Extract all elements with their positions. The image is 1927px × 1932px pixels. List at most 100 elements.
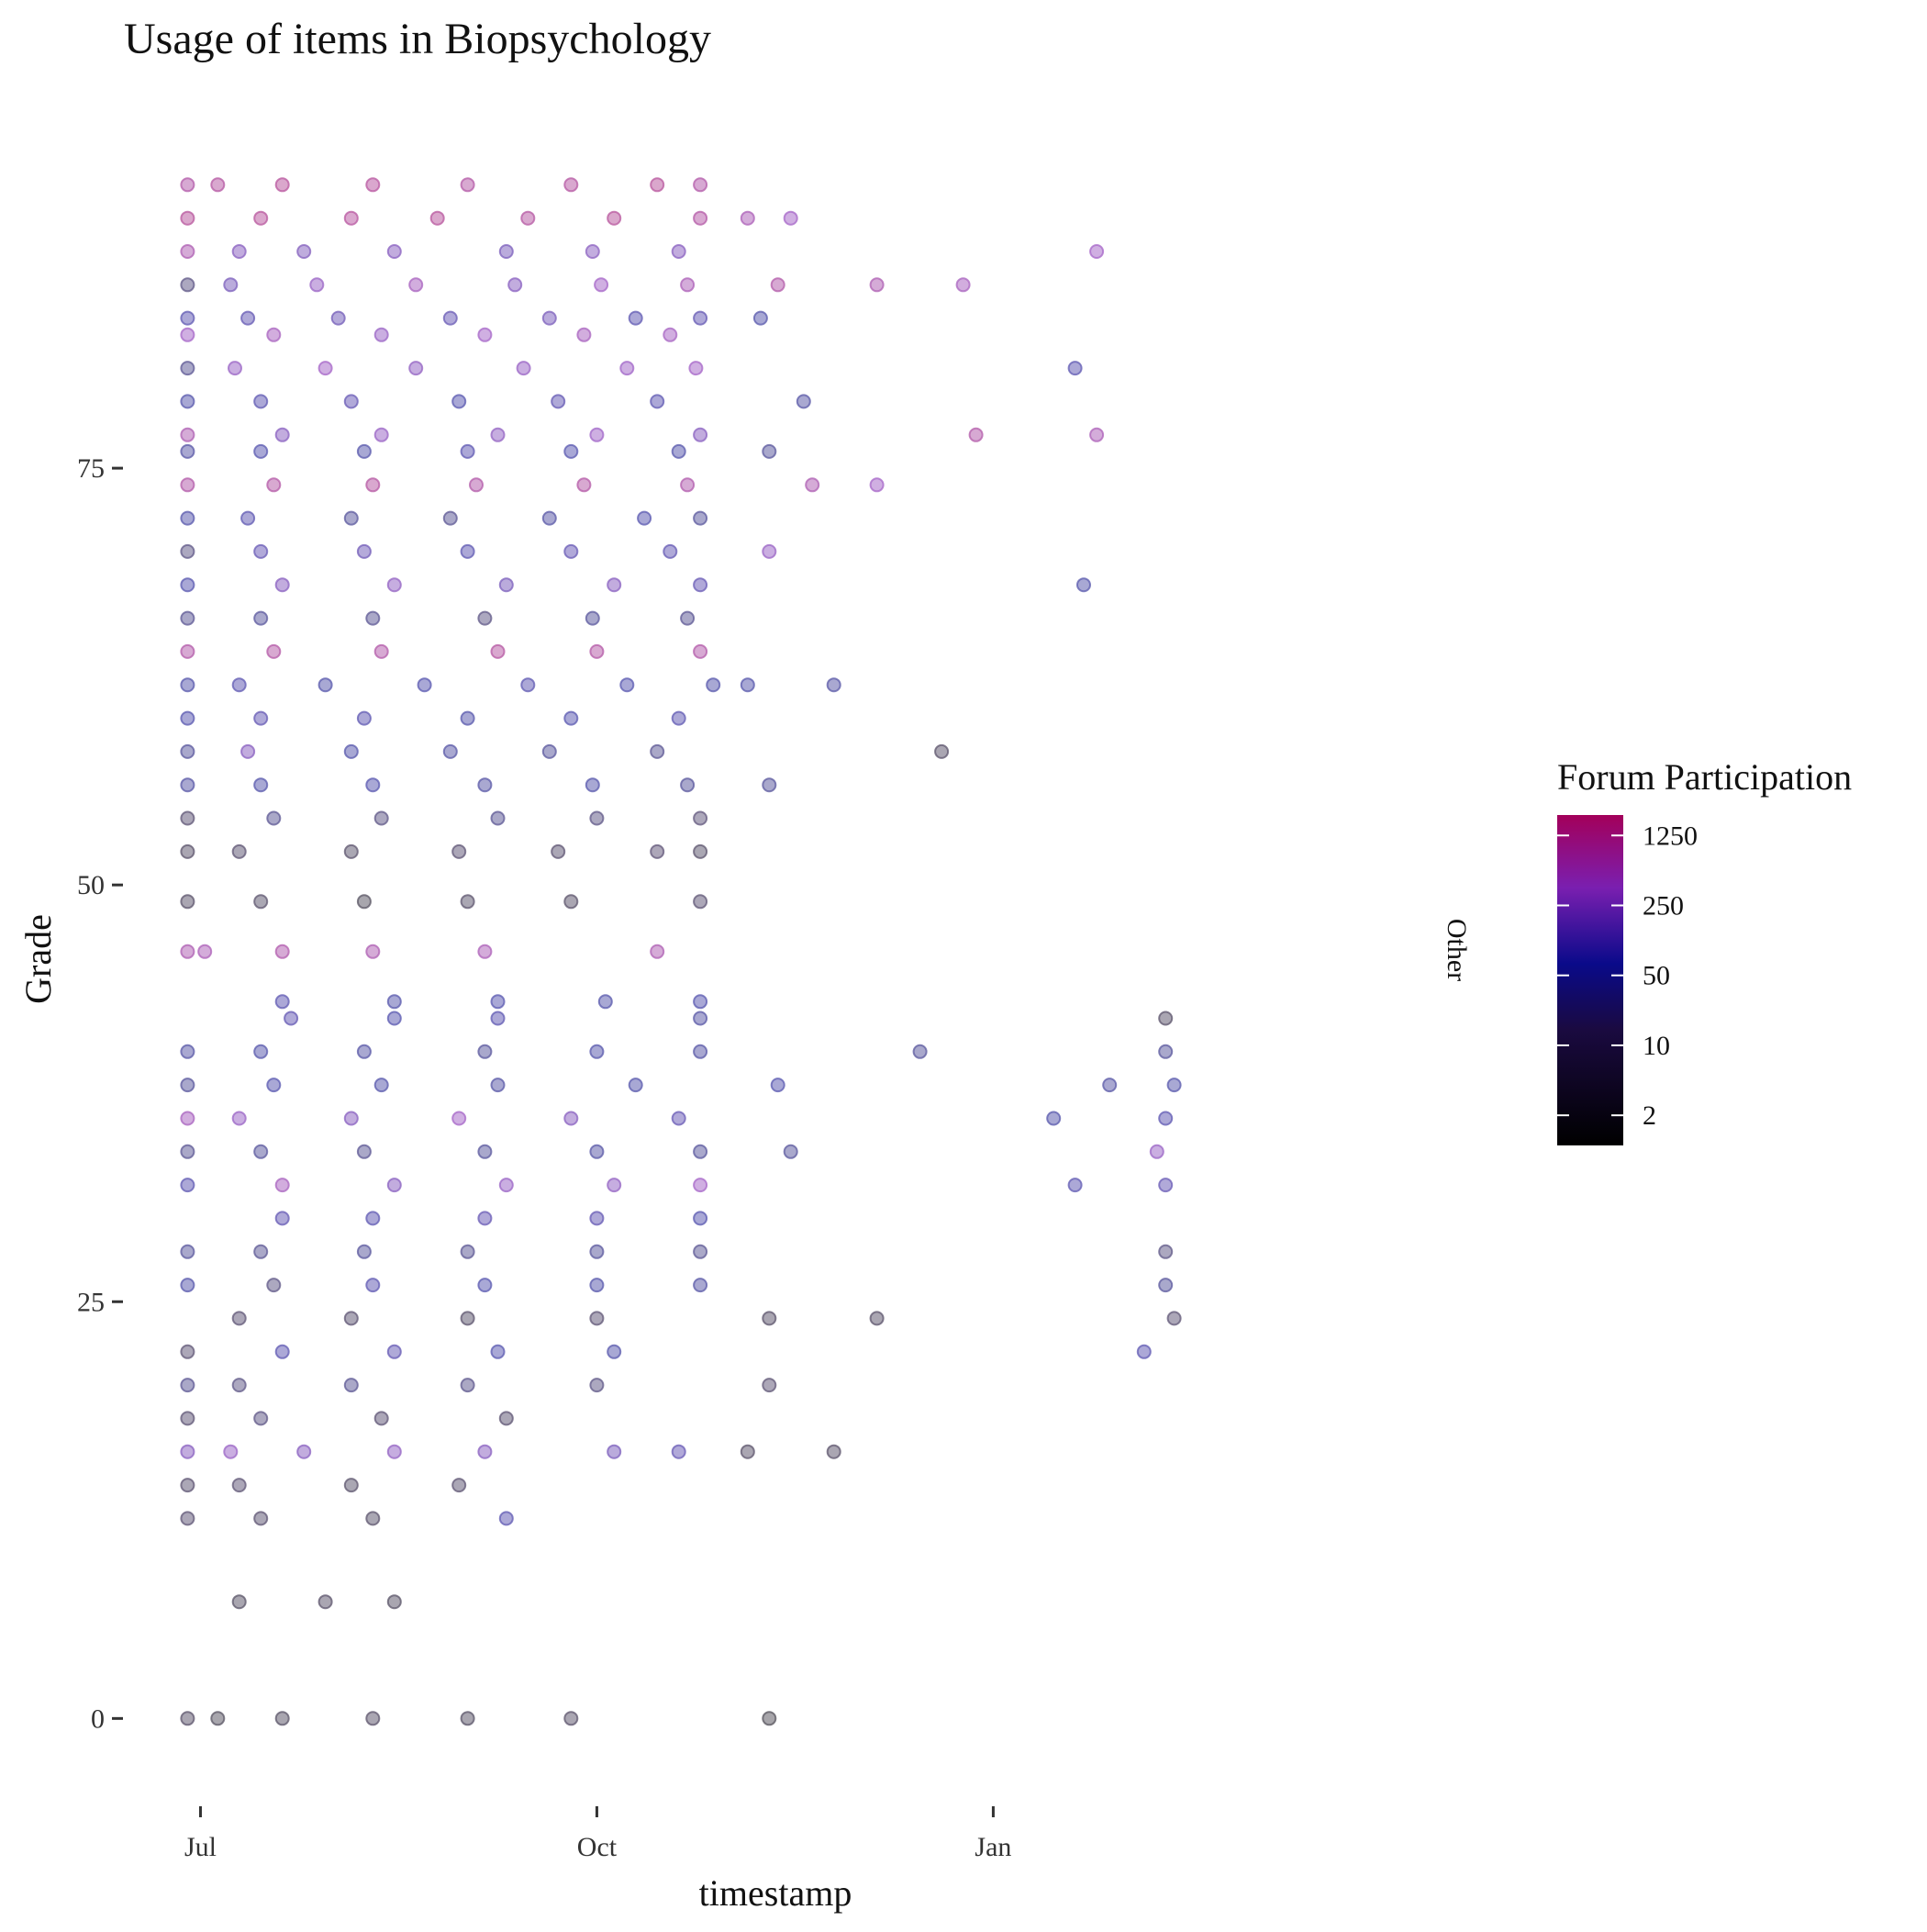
legend-ticks: 1250 250 50 10 2 (1557, 821, 1698, 1131)
data-point (576, 477, 592, 493)
data-point (253, 443, 269, 459)
data-point (317, 1594, 333, 1610)
data-point (551, 394, 566, 409)
data-point (442, 310, 458, 326)
data-point (180, 210, 195, 226)
data-point (180, 510, 195, 526)
data-point (477, 1211, 493, 1226)
data-point (770, 1078, 785, 1093)
data-point (228, 361, 242, 376)
data-point (274, 427, 290, 442)
data-point (451, 394, 467, 409)
data-point (589, 1278, 605, 1293)
data-point (274, 1211, 290, 1226)
data-point (386, 1594, 402, 1610)
data-point (693, 427, 708, 442)
data-point (180, 477, 195, 493)
data-point (451, 1478, 467, 1493)
y-axis-title: Grade (17, 914, 59, 1004)
data-point (589, 1244, 605, 1259)
data-point (253, 543, 269, 559)
data-point (231, 1378, 247, 1393)
data-point (365, 1211, 381, 1226)
data-point (253, 210, 269, 226)
data-point (231, 843, 247, 859)
data-point (180, 677, 195, 693)
data-point (180, 843, 195, 859)
data-point (180, 810, 195, 826)
data-point (386, 1011, 402, 1026)
data-point (343, 1311, 359, 1326)
data-point (460, 543, 475, 559)
data-point (266, 477, 282, 493)
data-point (680, 777, 696, 793)
data-point (693, 1044, 708, 1059)
data-point (365, 777, 381, 793)
data-point (693, 810, 708, 826)
data-point (231, 677, 247, 693)
data-point (253, 610, 269, 626)
data-point (373, 427, 389, 442)
data-point (762, 777, 777, 793)
data-point (607, 1444, 622, 1459)
data-point (386, 1444, 402, 1459)
data-point (762, 1311, 777, 1326)
data-point (1149, 1144, 1164, 1159)
data-point (783, 1144, 798, 1159)
data-point (607, 210, 622, 226)
data-point (693, 1211, 708, 1226)
data-point (180, 1511, 195, 1526)
data-point (693, 894, 708, 910)
data-point (693, 510, 708, 526)
data-point (231, 1594, 247, 1610)
data-point (180, 327, 195, 342)
data-point (460, 1711, 475, 1726)
data-point (365, 610, 381, 626)
data-point (180, 1111, 195, 1126)
data-point (1089, 244, 1105, 259)
data-point (180, 944, 195, 959)
data-point (663, 327, 678, 342)
data-point (266, 1078, 282, 1093)
data-point (180, 394, 195, 409)
data-point (693, 1278, 708, 1293)
data-point (460, 894, 475, 910)
x-axis: Jul Oct Jan (184, 1806, 1011, 1862)
data-point (180, 1144, 195, 1159)
data-point (693, 1178, 708, 1193)
data-point (180, 1444, 195, 1459)
legend: Forum Participation 1250 250 50 10 2 (1557, 756, 1852, 1145)
data-point (460, 1311, 475, 1326)
y-tick-label: 25 (77, 1287, 105, 1317)
data-point (365, 177, 381, 193)
data-point (563, 177, 579, 193)
data-point (180, 1078, 195, 1093)
data-point (231, 244, 247, 259)
data-point (968, 427, 984, 442)
data-point (498, 1178, 514, 1193)
data-point (343, 1378, 359, 1393)
data-point (607, 1344, 622, 1359)
data-point (770, 277, 785, 293)
data-point (507, 277, 523, 293)
data-point (628, 310, 643, 326)
y-tick-label: 75 (77, 453, 105, 484)
data-point (589, 427, 605, 442)
data-point (589, 1044, 605, 1059)
data-point (274, 577, 290, 593)
data-point (343, 510, 359, 526)
data-point (740, 677, 755, 693)
data-point (637, 510, 652, 526)
data-point (477, 327, 493, 342)
legend-label: 50 (1643, 961, 1670, 991)
data-point (460, 1244, 475, 1259)
data-point (180, 1178, 195, 1193)
data-point (266, 1278, 282, 1293)
data-point (1067, 361, 1083, 376)
legend-title: Forum Participation (1557, 756, 1852, 798)
data-point (180, 244, 195, 259)
data-point (231, 1311, 247, 1326)
data-point (274, 1711, 290, 1726)
data-point (498, 577, 514, 593)
